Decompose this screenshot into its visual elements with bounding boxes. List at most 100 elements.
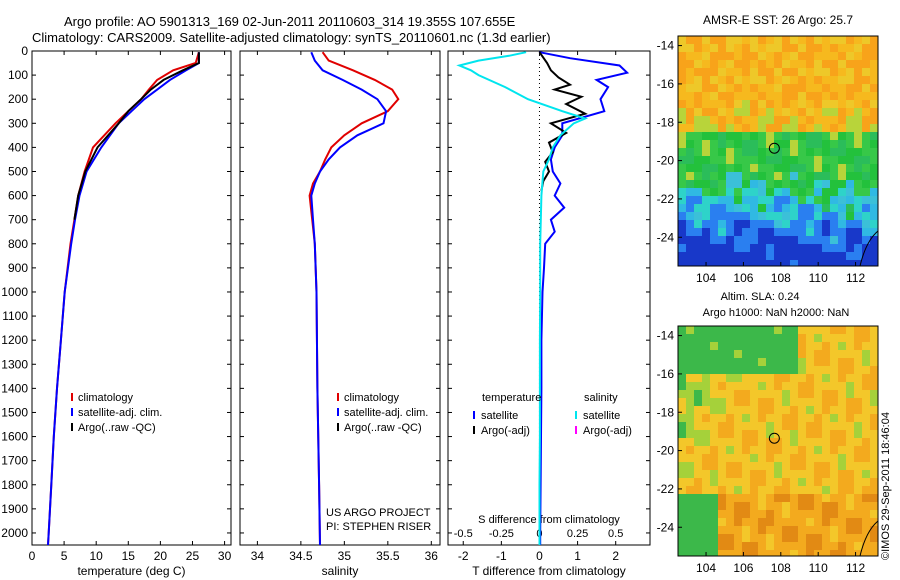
sst-map-cell <box>830 212 839 221</box>
sst-map-cell <box>806 60 815 69</box>
sla-map-cell <box>774 478 783 487</box>
sst-map-cell <box>702 204 711 213</box>
sla-map-cell <box>822 470 831 479</box>
sst-map-cell <box>822 124 831 133</box>
sla-map-xtick-label: 108 <box>771 561 791 575</box>
sst-map-cell <box>766 44 775 53</box>
difference-xtick-label: -2 <box>458 549 469 563</box>
sst-map-cell <box>782 84 791 93</box>
sla-map-cell <box>862 382 871 391</box>
sst-map-cell <box>766 164 775 173</box>
sst-map-cell <box>846 124 855 133</box>
sst-map-xtick-label: 112 <box>846 271 865 285</box>
sst-map-cell <box>838 116 847 125</box>
sst-map-cell <box>758 76 767 85</box>
sst-map-cell <box>838 100 847 109</box>
sst-map-cell <box>798 260 807 266</box>
sst-map-cell <box>822 260 831 266</box>
sst-map-cell <box>726 180 735 189</box>
sst-map-cell <box>854 124 863 133</box>
sst-map-cell <box>798 148 807 157</box>
sla-map-cell <box>758 454 767 463</box>
sst-map-cell <box>758 132 767 141</box>
sst-map-cell <box>750 172 759 181</box>
sst-map-cell <box>814 108 823 117</box>
sla-map-cell <box>774 454 783 463</box>
sla-map-cell <box>814 502 823 511</box>
sst-map-cell <box>766 236 775 245</box>
sst-map-cell <box>798 252 807 261</box>
difference-legend-label: Argo(-adj) <box>583 425 632 437</box>
sla-map-cell <box>822 502 831 511</box>
sla-map-cell <box>854 446 863 455</box>
sst-map-ytick-label: -14 <box>657 39 675 53</box>
temperature-legend-label: climatology <box>78 392 134 404</box>
sla-map-cell <box>742 350 751 359</box>
sla-map-cell <box>750 390 759 399</box>
sst-map-cell <box>782 156 791 165</box>
sla-map-cell <box>718 422 727 431</box>
sst-map-cell <box>766 116 775 125</box>
sst-map-cell <box>766 156 775 165</box>
difference-axes-box <box>447 50 651 546</box>
sst-map-cell <box>862 52 871 61</box>
sla-map-cell <box>846 438 855 447</box>
sst-map-cell <box>718 52 727 61</box>
sst-map-cell <box>814 132 823 141</box>
sst-map-cell <box>678 180 687 189</box>
sst-map-cell <box>846 260 855 266</box>
temperature-legend-label: Argo(..raw -QC) <box>78 422 156 434</box>
sla-map-cell <box>854 478 863 487</box>
sst-map-cell <box>790 172 799 181</box>
sla-map-cell <box>718 390 727 399</box>
sst-map-cell <box>702 132 711 141</box>
sla-map-ytick-label: -24 <box>657 520 675 534</box>
sst-map-cell <box>694 108 703 117</box>
sst-map-cell <box>678 76 687 85</box>
sla-map-cell <box>750 382 759 391</box>
sla-map-cell <box>758 374 767 383</box>
sst-map-cell <box>870 252 878 261</box>
sla-map-cell <box>734 422 743 431</box>
sla-map-cell <box>678 462 687 471</box>
difference-top-xlabel: S difference from climatology <box>478 514 620 526</box>
sla-map-cell <box>678 374 687 383</box>
sla-map-cell <box>814 374 823 383</box>
sla-map-cell <box>830 510 839 519</box>
sst-map-cell <box>678 236 687 245</box>
sst-map-cell <box>710 172 719 181</box>
sla-map-cell <box>782 534 791 543</box>
sla-map-cell <box>718 326 727 335</box>
sst-map-cell <box>790 132 799 141</box>
sla-map-cell <box>814 350 823 359</box>
sst-map-cell <box>718 156 727 165</box>
sst-map-cell <box>838 108 847 117</box>
sla-map-cell <box>742 374 751 383</box>
sst-map-cell <box>694 84 703 93</box>
sst-map-cell <box>870 180 878 189</box>
sla-map-cell <box>782 462 791 471</box>
sla-map-title-line2: Argo h1000: NaN h2000: NaN <box>703 307 850 319</box>
sla-map-cell <box>782 414 791 423</box>
sst-map-cell <box>718 172 727 181</box>
sst-map-cell <box>734 116 743 125</box>
sla-map-cell <box>822 398 831 407</box>
salinity-series-satellite-adj--clim- <box>310 51 388 546</box>
sst-map-cell <box>726 116 735 125</box>
sst-map-cell <box>766 100 775 109</box>
salinity-xtick-label: 34 <box>251 549 265 563</box>
sla-map-ytick-label: -14 <box>657 329 675 343</box>
sst-map-cell <box>750 60 759 69</box>
sla-map-cell <box>838 486 847 495</box>
sla-map-cell <box>694 502 703 511</box>
sla-map-cell <box>678 470 687 479</box>
sla-map-cell <box>678 406 687 415</box>
sla-map-cell <box>726 446 735 455</box>
sst-map-cell <box>838 52 847 61</box>
sla-map-cell <box>766 350 775 359</box>
sla-map-cell <box>838 542 847 551</box>
sla-map-cell <box>750 350 759 359</box>
sst-map-cell <box>774 132 783 141</box>
sla-map-cell <box>822 390 831 399</box>
sst-map-cell <box>686 236 695 245</box>
